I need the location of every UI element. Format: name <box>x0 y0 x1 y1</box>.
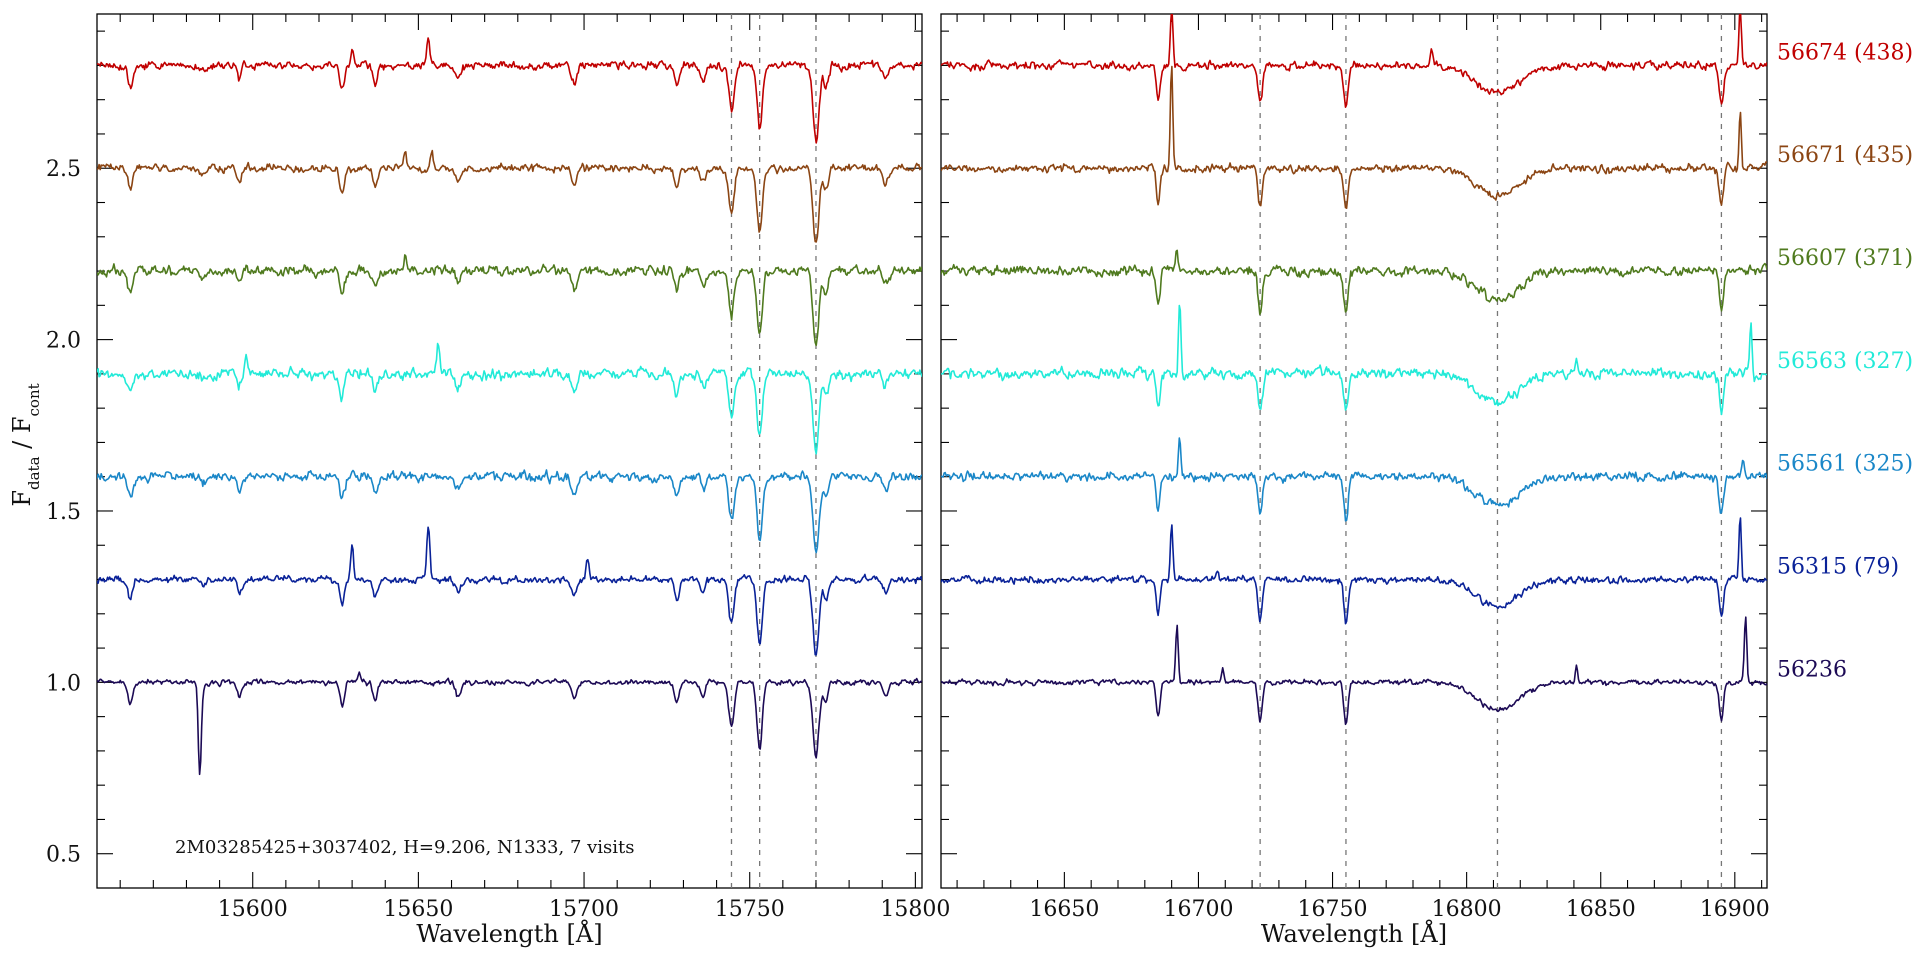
x-axis-title: Wavelength [Å] <box>1261 919 1447 948</box>
spectrum-line-56607 <box>941 249 1767 316</box>
star-annotation: 2M03285425+3037402, H=9.206, N1333, 7 vi… <box>175 837 635 858</box>
y-tick-label: 0.5 <box>46 843 81 868</box>
panel-frame <box>96 13 923 889</box>
spectrum-line-56563 <box>941 304 1767 416</box>
spectrum-line-56674 <box>97 37 922 144</box>
series-label: 56674 (438) <box>1777 40 1913 65</box>
series-label: 56315 (79) <box>1777 555 1899 580</box>
series-label: 56561 (325) <box>1777 452 1913 477</box>
x-tick-label: 16900 <box>1700 897 1770 922</box>
x-tick-label: 16850 <box>1566 897 1636 922</box>
spectra-lines <box>97 37 922 776</box>
y-tick-label: 2.5 <box>46 157 81 182</box>
x-tick-label: 15650 <box>383 897 453 922</box>
spectrum-line-56315 <box>941 517 1767 625</box>
spectrum-line-56674 <box>941 14 1767 108</box>
spectra-lines <box>941 14 1767 726</box>
x-tick-label: 16800 <box>1432 897 1502 922</box>
y-tick-label: 1.0 <box>46 671 81 696</box>
panel-left: 15600 15650 15700 15750 15800 0.5 1.0 1.5 2.0 2.5… <box>46 13 950 948</box>
series-label: 56236 <box>1777 657 1847 682</box>
spectrum-line-56315 <box>97 526 922 656</box>
y-axis-title: Fdata / Fcont <box>8 383 43 506</box>
panel-right: 16650 16700 16750 16800 16850 16900 Wavelength… <box>940 13 1770 948</box>
x-tick-label: 16650 <box>1029 897 1099 922</box>
panel-frame <box>940 13 1768 889</box>
x-tick-label: 15700 <box>549 897 619 922</box>
x-tick-label: 16700 <box>1163 897 1233 922</box>
series-label: 56563 (327) <box>1777 349 1913 374</box>
spectrum-line-56607 <box>97 254 922 347</box>
spectrum-line-56236 <box>941 616 1767 726</box>
series-legend-labels: 56674 (438) 56671 (435) 56607 (371) 56563 (… <box>1777 40 1913 682</box>
spectrum-line-56563 <box>97 342 922 455</box>
x-axis-title: Wavelength [Å] <box>416 919 602 948</box>
spectrum-line-56561 <box>941 437 1767 522</box>
x-tick-label: 15750 <box>715 897 785 922</box>
spectrum-line-56671 <box>941 65 1767 209</box>
series-label: 56607 (371) <box>1777 246 1913 271</box>
spectrum-line-56671 <box>97 149 922 243</box>
spectrum-line-56236 <box>97 671 922 776</box>
spectrum-line-56561 <box>97 469 922 554</box>
y-tick-label: 1.5 <box>46 500 81 525</box>
x-tick-label: 16750 <box>1298 897 1368 922</box>
x-tick-label: 15600 <box>218 897 288 922</box>
series-label: 56671 (435) <box>1777 143 1913 168</box>
y-tick-label: 2.0 <box>46 329 81 354</box>
x-tick-label: 15800 <box>880 897 950 922</box>
